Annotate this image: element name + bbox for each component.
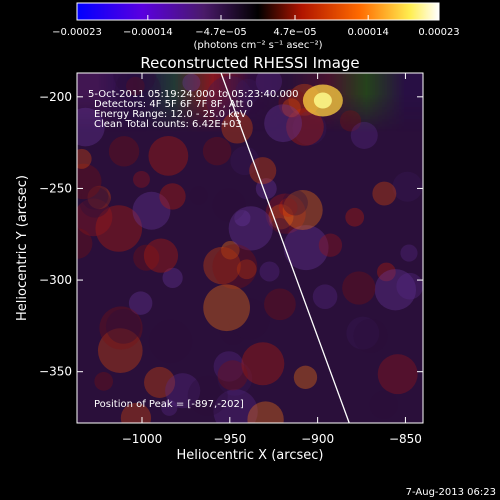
colorbar-tick-label: 0.00014 — [347, 27, 388, 38]
y-axis-label: Heliocentric Y (arcsec) — [15, 175, 30, 321]
annotation-peak-position: Position of Peak = [-897,-202] — [94, 399, 244, 410]
annotation-clean-counts: Clean Total counts: 6.42E+03 — [94, 119, 242, 130]
colorbar-unit-label: (photons cm⁻² s⁻¹ asec⁻²) — [193, 40, 322, 51]
x-axis-ticks: −1000 −950 −900 −850 — [122, 73, 422, 446]
heatmap-image — [77, 73, 423, 423]
y-tick-label: −350 — [39, 365, 72, 379]
solar-limb-line — [220, 73, 350, 423]
annotation-detectors: Detectors: 4F 5F 6F 7F 8F, Att 0 — [94, 99, 253, 110]
colorbar-tick-label: −4.7e−05 — [195, 27, 247, 38]
footer-date-stamp: 7-Aug-2013 06:23 — [406, 487, 496, 498]
plot-frame — [76, 72, 424, 424]
x-tick-label: −900 — [301, 432, 334, 446]
annotation-energy-range: Energy Range: 12.0 - 25.0 keV — [94, 109, 247, 120]
annotation-time-range: 5-Oct-2011 05:19:24.000 to 05:23:40.000 — [88, 89, 299, 100]
colorbar-tick-label: −0.00023 — [52, 27, 102, 38]
colorbar-tick-label: −0.00014 — [123, 27, 173, 38]
y-tick-label: −200 — [39, 90, 72, 104]
y-tick-label: −300 — [39, 273, 72, 287]
x-tick-label: −850 — [389, 432, 422, 446]
colorbar-tick-label: 0.00023 — [418, 27, 459, 38]
x-tick-label: −1000 — [122, 432, 163, 446]
y-axis-ticks: −200 −250 −300 −350 — [39, 90, 423, 379]
colorbar — [76, 2, 440, 21]
chart-title: Reconstructed RHESSI Image — [140, 54, 359, 72]
colorbar-ticks: −0.00023 −0.00014 −4.7e−05 4.7e−05 0.00014 0.… — [52, 15, 460, 38]
x-axis-label: Heliocentric X (arcsec) — [177, 448, 324, 463]
colorbar-tick-label: 4.7e−05 — [273, 27, 316, 38]
x-tick-label: −950 — [213, 432, 246, 446]
y-tick-label: −250 — [39, 181, 72, 195]
